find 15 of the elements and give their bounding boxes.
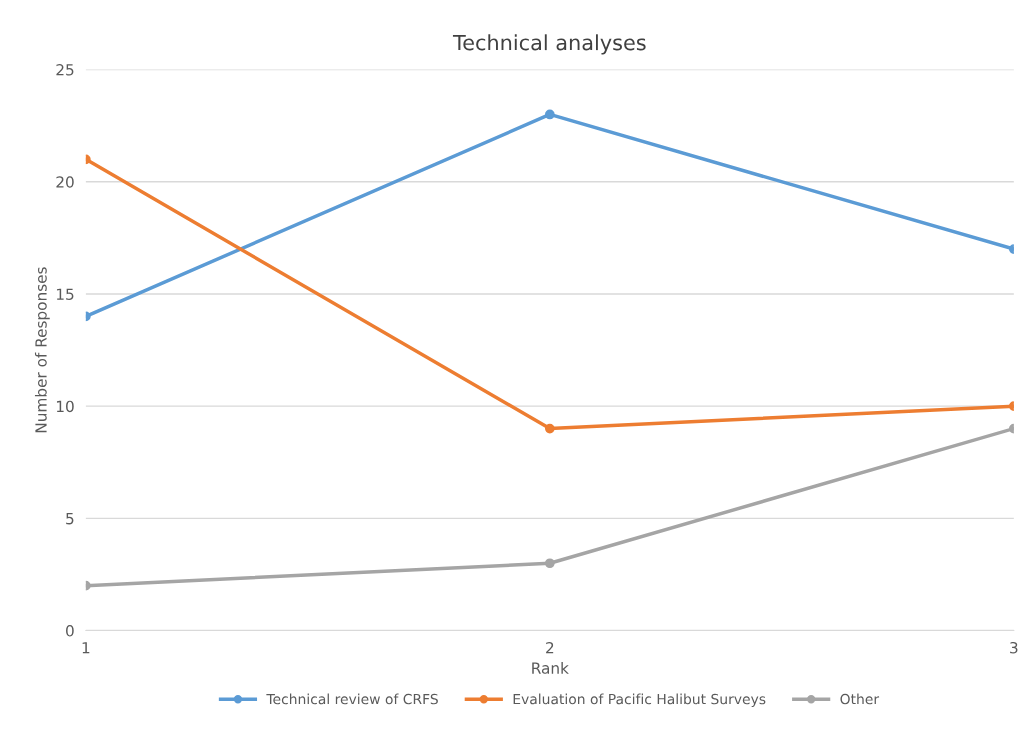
y-tick-label: 5 <box>66 513 74 525</box>
legend-label: Technical review of CRFS <box>266 693 438 705</box>
y-tick-label: 10 <box>56 400 74 413</box>
y-tick-label: 20 <box>56 176 74 188</box>
legend-label: Other <box>840 693 880 705</box>
legend-label: Evaluation of Pacific Halibut Surveys <box>513 693 766 707</box>
x-tick-label: 2 <box>546 641 554 654</box>
chart-title: Technical analyses <box>452 34 646 55</box>
x-tick-label: 1 <box>82 642 90 654</box>
y-tick-label: 15 <box>56 288 74 300</box>
x-tick-label: 3 <box>1010 641 1018 654</box>
x-axis-title: Rank <box>532 662 569 674</box>
y-tick-label: 25 <box>56 64 74 76</box>
y-tick-label: 0 <box>66 625 74 637</box>
y-axis-title: Number of Responses <box>34 267 50 433</box>
